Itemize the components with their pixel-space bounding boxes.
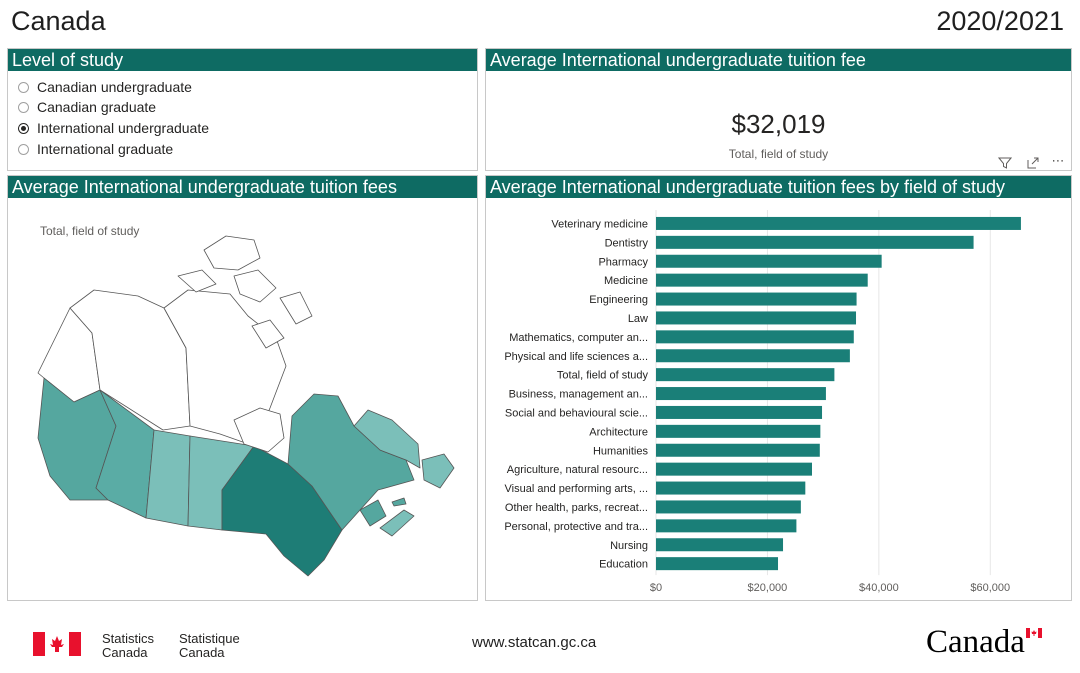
x-tick-label: $60,000	[970, 582, 1010, 594]
region-arctic-island	[233, 269, 277, 303]
footer-statistics-en: Statistics	[102, 631, 155, 646]
region-saskatchewan	[145, 429, 191, 527]
bar[interactable]	[656, 349, 850, 363]
radio-international-undergraduate[interactable]: International undergraduate	[18, 118, 209, 138]
radio-label: Canadian undergraduate	[37, 79, 192, 95]
bar[interactable]	[656, 500, 801, 514]
category-label: Nursing	[610, 540, 648, 552]
canada-wordmark: Canada	[926, 624, 1025, 660]
bar[interactable]	[656, 557, 779, 571]
statcan-url-link[interactable]: www.statcan.gc.ca	[472, 634, 597, 651]
canada-choropleth-map[interactable]	[8, 198, 477, 600]
bar[interactable]	[656, 254, 882, 268]
bar[interactable]	[656, 330, 854, 344]
radio-canadian-graduate[interactable]: Canadian graduate	[18, 97, 156, 117]
canada-flag-icon	[33, 632, 81, 656]
category-label: Veterinary medicine	[551, 218, 648, 230]
kpi-panel: Average International undergraduate tuit…	[485, 48, 1072, 171]
region-arctic-island	[279, 291, 313, 325]
region-arctic-island	[177, 269, 217, 293]
more-options-icon[interactable]: ⋯	[1051, 153, 1065, 168]
category-label: Total, field of study	[557, 370, 649, 382]
category-label: Mathematics, computer an...	[509, 332, 648, 344]
x-tick-label: $20,000	[748, 582, 788, 594]
map-title: Average International undergraduate tuit…	[8, 176, 477, 198]
radio-button-icon[interactable]	[18, 81, 29, 93]
map-subtitle: Total, field of study	[40, 224, 140, 238]
bar[interactable]	[656, 443, 820, 457]
bar-chart-title: Average International undergraduate tuit…	[486, 176, 1071, 198]
bar[interactable]	[656, 481, 806, 495]
wordmark-flag-icon	[1026, 628, 1042, 638]
category-label: Humanities	[593, 445, 649, 457]
bar[interactable]	[656, 235, 974, 249]
bar-chart[interactable]: $0 $20,000 $40,000 $60,000 Veterinary medici…	[486, 198, 1071, 600]
level-of-study-title: Level of study	[8, 49, 477, 71]
category-label: Pharmacy	[598, 256, 648, 268]
reference-year: 2020/2021	[936, 6, 1064, 36]
region-newfoundland-island	[421, 453, 455, 489]
statistics-canada-en: Statistics Canada	[102, 632, 154, 660]
radio-label: International undergraduate	[37, 120, 210, 136]
kpi-title: Average International undergraduate tuit…	[486, 49, 1071, 71]
region-prince-edward-island	[391, 497, 407, 507]
category-label: Visual and performing arts, ...	[505, 483, 648, 495]
bar[interactable]	[656, 424, 821, 438]
statistique-canada-fr: Statistique Canada	[179, 632, 240, 660]
category-label: Other health, parks, recreat...	[505, 502, 648, 514]
bar[interactable]	[656, 519, 797, 533]
region-newfoundland-and-labrador	[353, 409, 421, 469]
x-tick-label: $40,000	[859, 582, 899, 594]
radio-button-selected-icon[interactable]	[18, 122, 29, 134]
category-label: Agriculture, natural resourc...	[507, 464, 648, 476]
category-label: Engineering	[589, 294, 648, 306]
category-label: Architecture	[589, 426, 648, 438]
region-hudson-bay	[233, 407, 285, 453]
bar-chart-panel: Average International undergraduate tuit…	[485, 175, 1072, 601]
category-label: Business, management an...	[509, 389, 648, 401]
kpi-label: Total, field of study	[728, 147, 829, 161]
footer-canada-fr: Canada	[179, 645, 225, 660]
bar[interactable]	[656, 405, 823, 419]
radio-label: Canadian graduate	[37, 99, 157, 115]
radio-button-icon[interactable]	[18, 101, 29, 113]
filter-icon[interactable]	[997, 156, 1013, 172]
category-label: Medicine	[604, 275, 648, 287]
category-label: Personal, protective and tra...	[504, 521, 648, 533]
category-label: Law	[628, 313, 648, 325]
region-nova-scotia	[379, 509, 415, 537]
kpi-value: $32,019	[731, 109, 826, 139]
category-label: Education	[599, 559, 648, 571]
bar[interactable]	[656, 368, 835, 382]
bar[interactable]	[656, 387, 826, 401]
footer-statistique-fr: Statistique	[179, 631, 240, 646]
bar[interactable]	[656, 538, 784, 552]
radio-international-graduate[interactable]: International graduate	[18, 139, 173, 159]
focus-mode-icon[interactable]	[1025, 156, 1041, 172]
bar[interactable]	[656, 311, 857, 325]
level-of-study-panel: Level of study Canadian undergraduate Ca…	[7, 48, 478, 171]
bar[interactable]	[656, 273, 868, 287]
x-tick-label: $0	[650, 582, 662, 594]
bar[interactable]	[656, 462, 812, 476]
region-arctic-island	[203, 235, 261, 271]
region-arctic-island	[251, 319, 285, 349]
bar[interactable]	[656, 292, 857, 306]
category-label: Physical and life sciences a...	[504, 351, 648, 363]
category-label: Dentistry	[605, 237, 649, 249]
bar[interactable]	[656, 216, 1021, 230]
page-title: Canada	[11, 6, 106, 36]
region-new-brunswick	[359, 499, 387, 527]
footer-canada-en: Canada	[102, 645, 148, 660]
map-panel: Average International undergraduate tuit…	[7, 175, 478, 601]
category-label: Social and behavioural scie...	[505, 407, 648, 419]
radio-button-icon[interactable]	[18, 143, 29, 155]
radio-canadian-undergraduate[interactable]: Canadian undergraduate	[18, 77, 192, 97]
radio-label: International graduate	[37, 141, 174, 157]
